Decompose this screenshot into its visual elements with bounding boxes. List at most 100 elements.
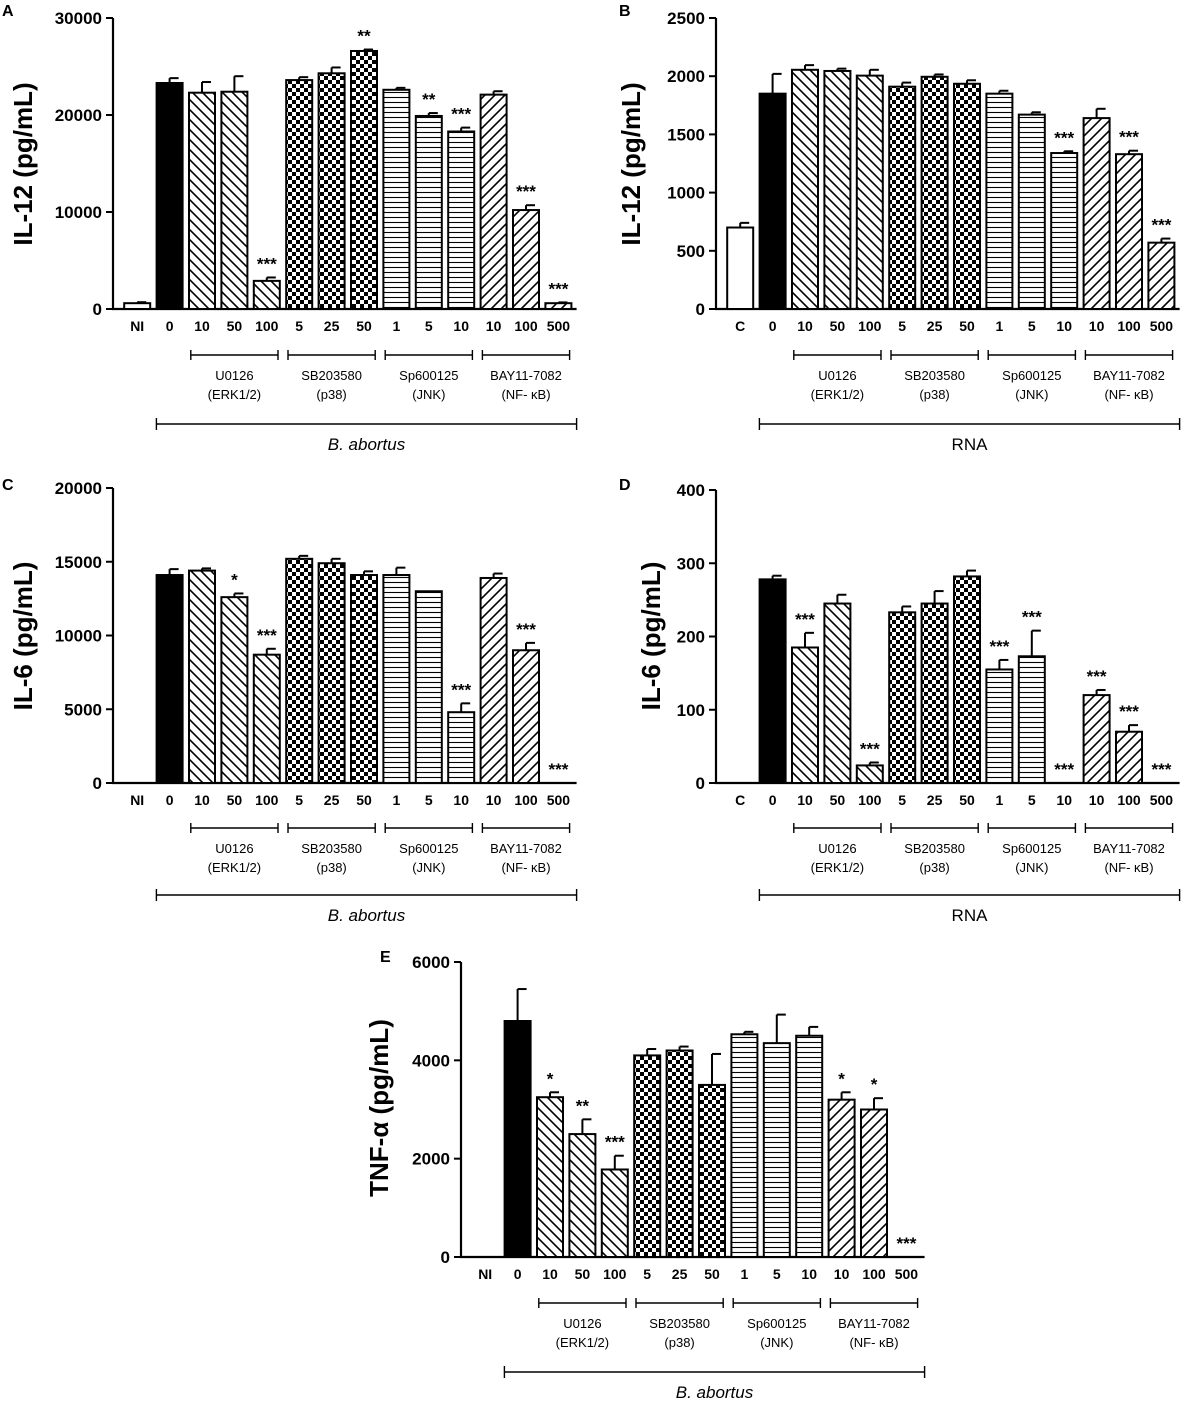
group-bracket xyxy=(793,823,882,833)
y-tick-label: 10000 xyxy=(55,627,102,646)
category-label: 10 xyxy=(453,792,469,808)
bar xyxy=(568,1133,597,1259)
bar xyxy=(823,602,852,784)
category-label: 500 xyxy=(895,1266,919,1282)
group-target: (p38) xyxy=(316,387,346,402)
group-name: SB203580 xyxy=(301,841,362,856)
category-label: 500 xyxy=(1150,318,1174,334)
significance-label: *** xyxy=(605,1133,625,1152)
group-name: U0126 xyxy=(215,368,253,383)
bar xyxy=(698,1083,726,1258)
category-label: 100 xyxy=(603,1266,627,1282)
group-target: (JNK) xyxy=(760,1335,793,1350)
bar xyxy=(479,576,508,784)
category-label: 5 xyxy=(425,318,433,334)
bar xyxy=(855,74,884,310)
group-bracket xyxy=(287,823,376,833)
bar xyxy=(827,1098,856,1258)
category-label: 50 xyxy=(704,1266,720,1282)
y-tick-label: 400 xyxy=(677,481,705,500)
category-label: 10 xyxy=(801,1266,817,1282)
category-label: 10 xyxy=(797,792,813,808)
bar xyxy=(285,557,314,784)
bar xyxy=(823,69,852,310)
group-name: BAY11-7082 xyxy=(490,368,562,383)
bar xyxy=(123,302,152,310)
group-bracket xyxy=(987,350,1077,360)
bar xyxy=(503,1020,532,1258)
bar xyxy=(447,130,476,310)
group-bracket xyxy=(481,350,571,360)
group-target: (p38) xyxy=(919,387,949,402)
bar xyxy=(1017,113,1046,310)
category-label: 50 xyxy=(959,318,975,334)
y-tick-label: 5000 xyxy=(64,700,102,719)
category-label: 0 xyxy=(166,318,174,334)
group-name: SB203580 xyxy=(301,368,362,383)
y-tick-label: 200 xyxy=(677,628,705,647)
group-bracket xyxy=(890,823,979,833)
category-label: 50 xyxy=(830,792,846,808)
bar xyxy=(447,711,476,785)
condition-label: RNA xyxy=(952,906,989,925)
bar xyxy=(985,92,1014,310)
group-bracket xyxy=(890,350,979,360)
significance-label: *** xyxy=(516,182,536,201)
category-label: 50 xyxy=(227,318,243,334)
y-tick-label: 10000 xyxy=(55,203,102,222)
significance-label: * xyxy=(838,1069,845,1088)
bar xyxy=(665,1049,694,1258)
bar xyxy=(252,653,281,784)
group-name: Sp600125 xyxy=(1002,368,1061,383)
bar xyxy=(536,1096,564,1259)
group-name: BAY11-7082 xyxy=(490,841,562,856)
group-bracket xyxy=(384,823,474,833)
category-label: 5 xyxy=(898,318,906,334)
bar xyxy=(512,209,540,310)
bar xyxy=(888,611,917,785)
significance-label: *** xyxy=(516,620,536,639)
bar xyxy=(795,1034,824,1258)
group-target: (JNK) xyxy=(1015,387,1048,402)
condition-label: B. abortus xyxy=(328,435,406,454)
y-tick-label: 20000 xyxy=(55,479,102,498)
category-label: 0 xyxy=(166,792,174,808)
bar xyxy=(762,1042,791,1258)
significance-label: *** xyxy=(795,610,815,629)
bar xyxy=(155,574,184,785)
bar xyxy=(252,279,281,310)
condition-bracket xyxy=(758,889,1181,901)
y-tick-label: 15000 xyxy=(55,553,102,572)
category-label: 25 xyxy=(927,792,943,808)
bar xyxy=(985,668,1014,785)
significance-label: * xyxy=(231,570,238,589)
bar xyxy=(1115,730,1143,784)
panel-letter: C xyxy=(2,477,14,494)
y-tick-label: 2000 xyxy=(667,67,705,86)
group-name: U0126 xyxy=(818,841,856,856)
category-label: 100 xyxy=(1117,792,1141,808)
condition-label: RNA xyxy=(952,435,989,454)
significance-label: ** xyxy=(576,1096,590,1115)
category-label: 50 xyxy=(356,792,372,808)
group-bracket xyxy=(481,823,571,833)
group-bracket xyxy=(793,350,882,360)
panel-letter: D xyxy=(619,477,631,494)
panel-c: C IL-6 (pg/mL) 0 5000 10000 15000 20000 NI 0 10 50… xyxy=(2,477,578,925)
significance-label: *** xyxy=(451,105,471,124)
category-label: 25 xyxy=(672,1266,688,1282)
condition-label: B. abortus xyxy=(328,906,406,925)
y-tick-label: 0 xyxy=(696,774,705,793)
bar xyxy=(633,1054,662,1258)
y-axis-label: IL-6 (pg/mL) xyxy=(636,562,666,711)
significance-label: *** xyxy=(896,1234,916,1253)
bar xyxy=(220,90,249,310)
y-axis-label: IL-12 (pg/mL) xyxy=(8,82,38,245)
category-label: 5 xyxy=(1028,792,1036,808)
group-bracket xyxy=(190,350,279,360)
category-label: 100 xyxy=(255,792,279,808)
category-label: C xyxy=(735,792,745,808)
bar xyxy=(1017,655,1046,785)
bar xyxy=(544,302,573,310)
